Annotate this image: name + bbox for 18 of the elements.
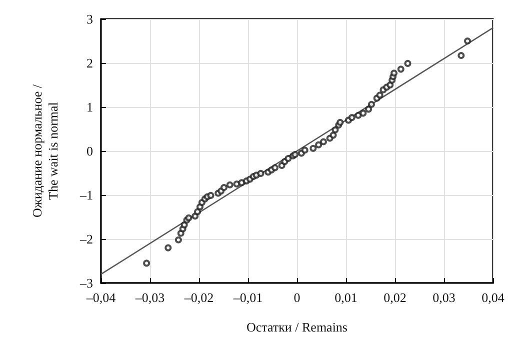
y-tick-label: –2 xyxy=(79,232,93,246)
y-tick-label: 0 xyxy=(86,144,93,158)
x-tick-label: 0,02 xyxy=(384,290,406,305)
x-tick-label: –0,01 xyxy=(232,290,263,305)
x-tick-label: –0,03 xyxy=(134,290,165,305)
x-tick-label: –0,04 xyxy=(85,290,116,305)
x-axis-title: Остатки / Remains xyxy=(246,320,348,334)
y-tick-label: –1 xyxy=(79,188,93,202)
x-tick-label: –0,02 xyxy=(183,290,214,305)
x-tick-label: 0,04 xyxy=(482,290,505,305)
y-tick-label: 3 xyxy=(86,12,93,26)
y-axis-title: Ожидание нормальное / The wait is normal xyxy=(30,84,60,218)
y-tick-label: 1 xyxy=(86,100,93,114)
x-tick-label: 0,01 xyxy=(334,290,358,305)
x-tick-label: 0 xyxy=(294,290,300,305)
y-tick-label: –3 xyxy=(79,276,93,290)
y-tick-label: 2 xyxy=(86,56,93,70)
x-tick-label: 0,03 xyxy=(432,290,456,305)
